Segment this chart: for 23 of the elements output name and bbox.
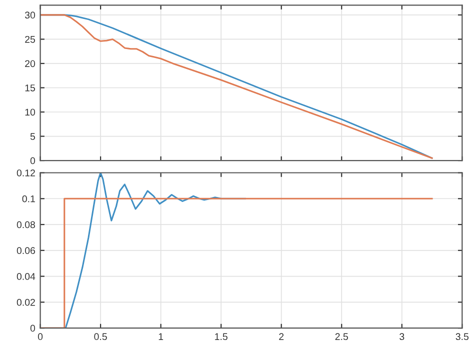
x-tick-label: 2.5 <box>335 333 348 340</box>
x-tick-label: 3 <box>400 333 404 340</box>
y-tick-label: 10 <box>25 108 36 116</box>
x-tick-label: 1 <box>158 333 164 340</box>
x-tick-label: 0.5 <box>94 333 107 340</box>
x-tick-label: 2 <box>279 333 284 340</box>
x-tick-label: 1.5 <box>215 333 228 340</box>
y-tick-label: 0.08 <box>16 221 36 228</box>
line-series <box>40 14 433 159</box>
y-tick-label: 20 <box>25 60 36 68</box>
y-tick-label: 0 <box>30 157 36 164</box>
x-tick-label: 0 <box>38 333 43 340</box>
y-tick-label: 0.02 <box>16 298 35 306</box>
y-tick-label: 5 <box>30 133 36 140</box>
y-tick-label: 0 <box>30 324 36 332</box>
y-tick-label: 0.04 <box>16 273 36 280</box>
y-tick-label: 30 <box>24 12 36 19</box>
y-tick-label: 25 <box>25 36 36 43</box>
y-tick-label: 0.06 <box>16 247 36 254</box>
y-tick-label: 15 <box>25 84 36 92</box>
y-tick-label: 0.1 <box>22 195 35 202</box>
y-tick-label: 0.12 <box>16 169 35 176</box>
x-tick-label: 3.5 <box>456 333 468 340</box>
